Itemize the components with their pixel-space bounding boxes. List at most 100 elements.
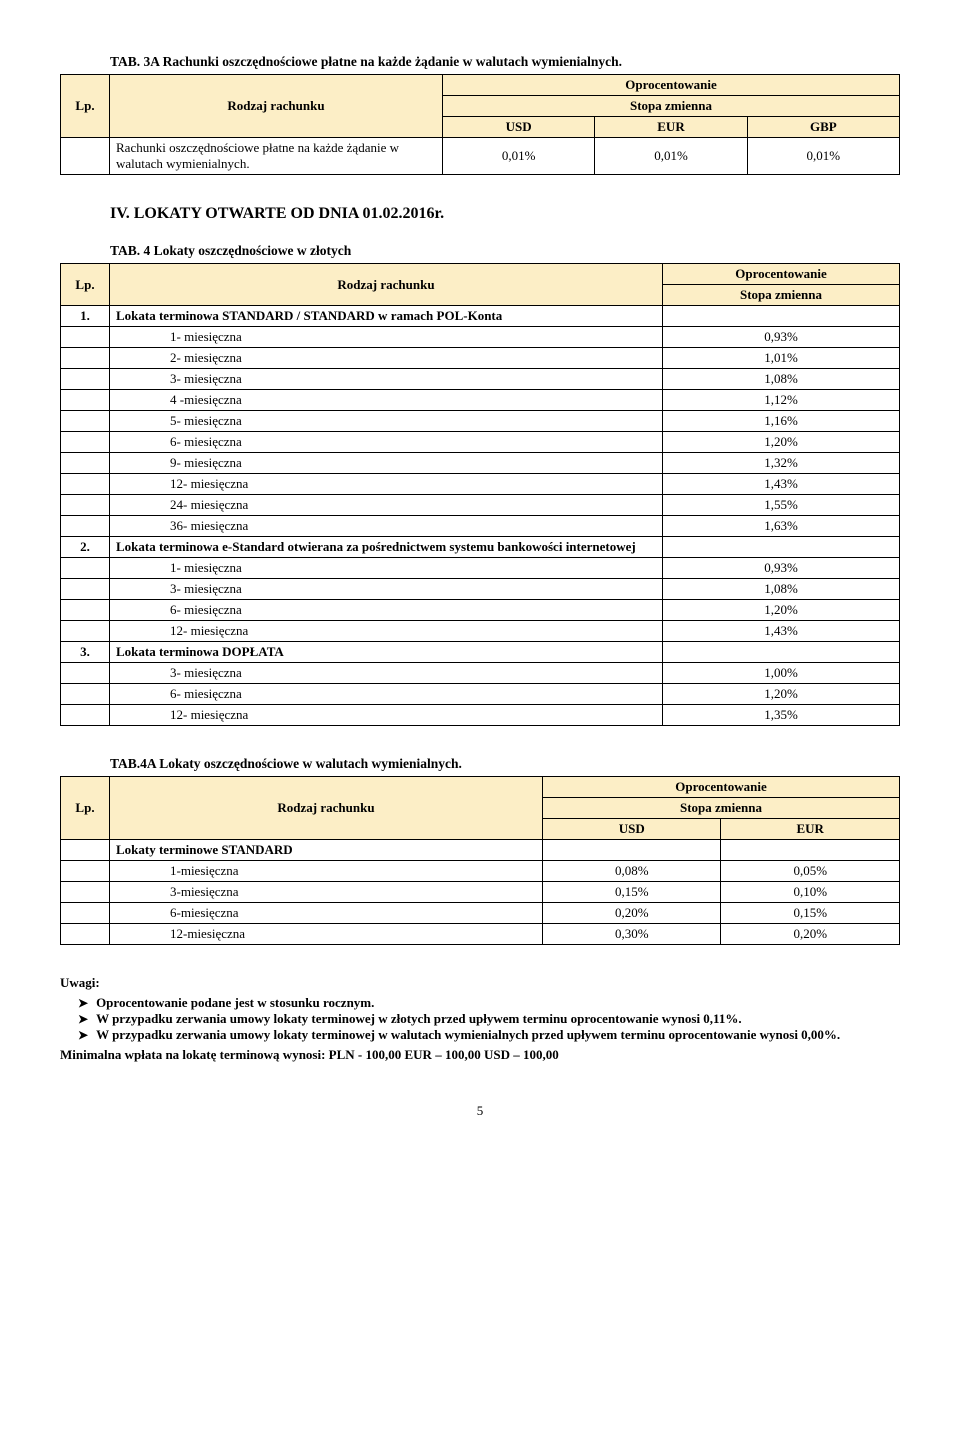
t4-caption: TAB. 4 Lokaty oszczędnościowe w złotych — [110, 243, 900, 259]
t3a-col-header: Rodzaj rachunku — [110, 75, 443, 138]
t4-row-lp — [61, 453, 110, 474]
t4-row-lp — [61, 390, 110, 411]
t4-group-title: Lokata terminowa STANDARD / STANDARD w r… — [110, 306, 663, 327]
t4-row-name: 3- miesięczna — [110, 579, 663, 600]
t4-row-name: 9- miesięczna — [110, 453, 663, 474]
t4-row-lp — [61, 474, 110, 495]
t4-row-lp — [61, 621, 110, 642]
t4-row-name: 4 -miesięczna — [110, 390, 663, 411]
t3a-stopa-header: Stopa zmienna — [443, 96, 900, 117]
t3a-lp-header: Lp. — [61, 75, 110, 138]
t4-row-lp — [61, 579, 110, 600]
t4-row-name: 24- miesięczna — [110, 495, 663, 516]
t4a-row-name: 3-miesięczna — [110, 882, 543, 903]
notes-item: Oprocentowanie podane jest w stosunku ro… — [78, 995, 900, 1011]
t4a-col-header: Rodzaj rachunku — [110, 777, 543, 840]
t4-row-name: 12- miesięczna — [110, 705, 663, 726]
min-wplata: Minimalna wpłata na lokatę terminową wyn… — [60, 1047, 900, 1063]
t4a-cur-0: USD — [543, 819, 721, 840]
t4-row-lp — [61, 558, 110, 579]
uwagi-label: Uwagi: — [60, 975, 100, 990]
t4a-group-title: Lokaty terminowe STANDARD — [110, 840, 543, 861]
t3a-row-name: Rachunki oszczędnościowe płatne na każde… — [110, 138, 443, 175]
t4a-row-name: 6-miesięczna — [110, 903, 543, 924]
t4-row-lp — [61, 663, 110, 684]
t4-row-lp — [61, 432, 110, 453]
t4-group-empty — [663, 642, 900, 663]
notes-item: W przypadku zerwania umowy lokaty termin… — [78, 1027, 900, 1043]
t3a-oproc-header: Oprocentowanie — [443, 75, 900, 96]
t4-row-val: 1,08% — [663, 579, 900, 600]
t4a-row-name: 12-miesięczna — [110, 924, 543, 945]
t3a-row-lp — [61, 138, 110, 175]
t3a-val-2: 0,01% — [747, 138, 899, 175]
t4-row-lp — [61, 495, 110, 516]
t4a-group-v1 — [721, 840, 900, 861]
t4-row-val: 1,12% — [663, 390, 900, 411]
t4a-caption: TAB.4A Lokaty oszczędnościowe w walutach… — [110, 756, 900, 772]
table-4a: Lp. Rodzaj rachunku Oprocentowanie Stopa… — [60, 776, 900, 945]
t4a-row-v0: 0,20% — [543, 903, 721, 924]
t4a-row-v0: 0,08% — [543, 861, 721, 882]
t4-lp-header: Lp. — [61, 264, 110, 306]
t4-oproc-header: Oprocentowanie — [663, 264, 900, 285]
t4-group-empty — [663, 537, 900, 558]
t4-row-val: 1,43% — [663, 474, 900, 495]
t3a-cur-0: USD — [443, 117, 595, 138]
t4a-stopa-header: Stopa zmienna — [543, 798, 900, 819]
t4-group-empty — [663, 306, 900, 327]
t3a-cur-1: EUR — [595, 117, 747, 138]
t4a-group-lp — [61, 840, 110, 861]
t4-row-val: 1,55% — [663, 495, 900, 516]
t4-row-name: 6- miesięczna — [110, 600, 663, 621]
t4-row-val: 1,00% — [663, 663, 900, 684]
t3a-caption: TAB. 3A Rachunki oszczędnościowe płatne … — [110, 54, 900, 70]
t3a-val-0: 0,01% — [443, 138, 595, 175]
t4-row-val: 0,93% — [663, 327, 900, 348]
t4-row-name: 12- miesięczna — [110, 621, 663, 642]
t4-row-val: 1,20% — [663, 600, 900, 621]
table-4: Lp. Rodzaj rachunku Oprocentowanie Stopa… — [60, 263, 900, 726]
t4-row-val: 1,20% — [663, 432, 900, 453]
section-4-title: IV. LOKATY OTWARTE OD DNIA 01.02.2016r. — [110, 205, 900, 223]
t4a-row-lp — [61, 882, 110, 903]
t4a-row-name: 1-miesięczna — [110, 861, 543, 882]
t4-row-name: 6- miesięczna — [110, 684, 663, 705]
t4a-row-v0: 0,30% — [543, 924, 721, 945]
t4-row-name: 5- miesięczna — [110, 411, 663, 432]
t4-row-val: 1,32% — [663, 453, 900, 474]
t4-group-title: Lokata terminowa DOPŁATA — [110, 642, 663, 663]
t4-row-lp — [61, 705, 110, 726]
t4a-group-v0 — [543, 840, 721, 861]
t4a-row-lp — [61, 924, 110, 945]
t4-row-val: 1,08% — [663, 369, 900, 390]
t4-row-lp — [61, 684, 110, 705]
t4-col-header: Rodzaj rachunku — [110, 264, 663, 306]
notes-item: W przypadku zerwania umowy lokaty termin… — [78, 1011, 900, 1027]
notes-list: Oprocentowanie podane jest w stosunku ro… — [60, 995, 900, 1043]
t4-stopa-header: Stopa zmienna — [663, 285, 900, 306]
t4-row-name: 12- miesięczna — [110, 474, 663, 495]
t4-row-lp — [61, 369, 110, 390]
t4-row-name: 1- miesięczna — [110, 558, 663, 579]
t4-row-name: 3- miesięczna — [110, 663, 663, 684]
t3a-cur-2: GBP — [747, 117, 899, 138]
t4-row-lp — [61, 327, 110, 348]
t4a-oproc-header: Oprocentowanie — [543, 777, 900, 798]
t4a-row-v1: 0,15% — [721, 903, 900, 924]
t4a-row-lp — [61, 861, 110, 882]
t4-row-val: 1,63% — [663, 516, 900, 537]
t4a-row-lp — [61, 903, 110, 924]
t4-row-lp — [61, 348, 110, 369]
t4-row-val: 1,35% — [663, 705, 900, 726]
t4a-row-v1: 0,05% — [721, 861, 900, 882]
t4-row-name: 3- miesięczna — [110, 369, 663, 390]
t4a-row-v1: 0,10% — [721, 882, 900, 903]
t4-row-val: 1,43% — [663, 621, 900, 642]
t4-row-val: 0,93% — [663, 558, 900, 579]
table-3a: Lp. Rodzaj rachunku Oprocentowanie Stopa… — [60, 74, 900, 175]
t4a-cur-1: EUR — [721, 819, 900, 840]
t3a-val-1: 0,01% — [595, 138, 747, 175]
t4a-lp-header: Lp. — [61, 777, 110, 840]
t4-row-name: 6- miesięczna — [110, 432, 663, 453]
